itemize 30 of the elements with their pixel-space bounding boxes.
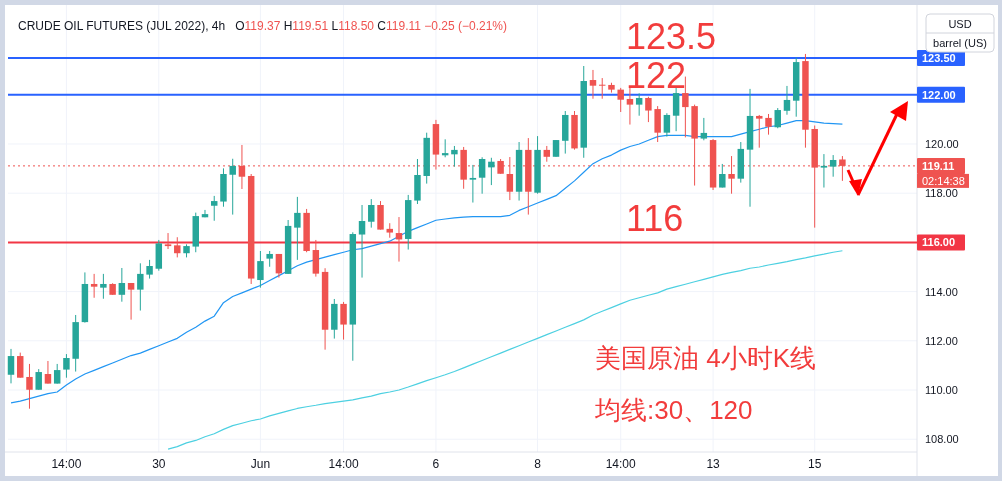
- x-tick-label: 14:00: [605, 457, 637, 471]
- x-tick-label: Jun: [250, 457, 271, 471]
- text: barrel (US): [933, 37, 987, 49]
- x-tick-label: 8: [534, 457, 542, 471]
- x-tick-label: 30: [152, 457, 166, 471]
- text: CRUDE OIL FUTURES (JUL 2022), 4h: [18, 19, 226, 33]
- annotation: 122: [626, 55, 687, 96]
- text: 02:14:38: [922, 174, 965, 187]
- annotation: 均线:30、120: [594, 395, 753, 425]
- ref-line-label: 123.50: [922, 51, 956, 64]
- y-tick-label: 108.00: [925, 433, 959, 446]
- annotation: 123.5: [626, 16, 717, 57]
- ref-line-label: 119.11: [922, 159, 955, 172]
- text: O119.37 H119.51 L118.50 C119.11 −0.25 (−0.21%): [235, 19, 508, 33]
- annotation: 美国原油 4小时K线: [595, 343, 817, 373]
- line-series: [167, 250, 843, 450]
- x-tick-label: 14:00: [51, 457, 82, 471]
- ref-line-label: 116.00: [922, 236, 956, 249]
- x-tick-label: 6: [432, 457, 440, 471]
- text: USD: [948, 18, 972, 30]
- y-tick-label: 112.00: [925, 334, 958, 347]
- x-tick-label: 15: [808, 457, 822, 471]
- annotation: 116: [626, 198, 684, 239]
- x-tick-label: 14:00: [328, 457, 359, 471]
- y-tick-label: 114.00: [925, 285, 958, 298]
- y-tick-label: 110.00: [925, 384, 958, 397]
- y-tick-label: 118.00: [925, 187, 958, 200]
- x-tick-label: 13: [706, 457, 721, 471]
- y-tick-label: 120.00: [925, 138, 959, 150]
- ref-line-label: 122.00: [922, 88, 956, 101]
